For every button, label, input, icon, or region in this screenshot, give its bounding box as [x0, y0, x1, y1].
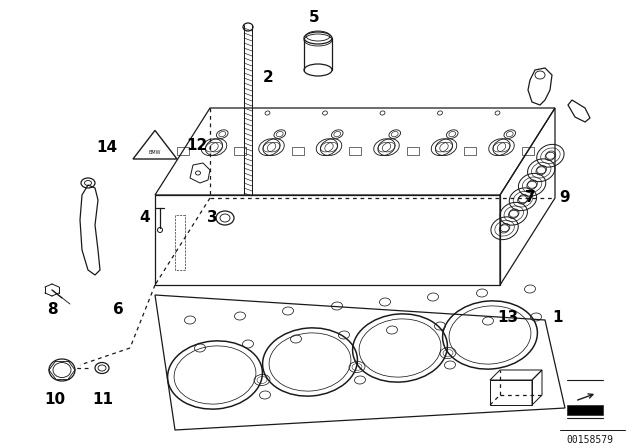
Text: 5: 5: [308, 10, 319, 26]
Text: 3: 3: [207, 211, 218, 225]
Text: 11: 11: [93, 392, 113, 408]
FancyBboxPatch shape: [567, 405, 603, 415]
Text: 13: 13: [497, 310, 518, 326]
Text: 2: 2: [262, 70, 273, 86]
Text: 12: 12: [186, 138, 207, 152]
Text: 4: 4: [140, 211, 150, 225]
Text: 6: 6: [113, 302, 124, 318]
Text: 1: 1: [553, 310, 563, 326]
Text: 14: 14: [97, 141, 118, 155]
Text: BMW: BMW: [148, 151, 161, 155]
Text: 7: 7: [525, 190, 535, 206]
Text: 9: 9: [560, 190, 570, 206]
Text: 8: 8: [47, 302, 58, 318]
Text: 10: 10: [44, 392, 65, 408]
Text: 00158579: 00158579: [566, 435, 614, 445]
